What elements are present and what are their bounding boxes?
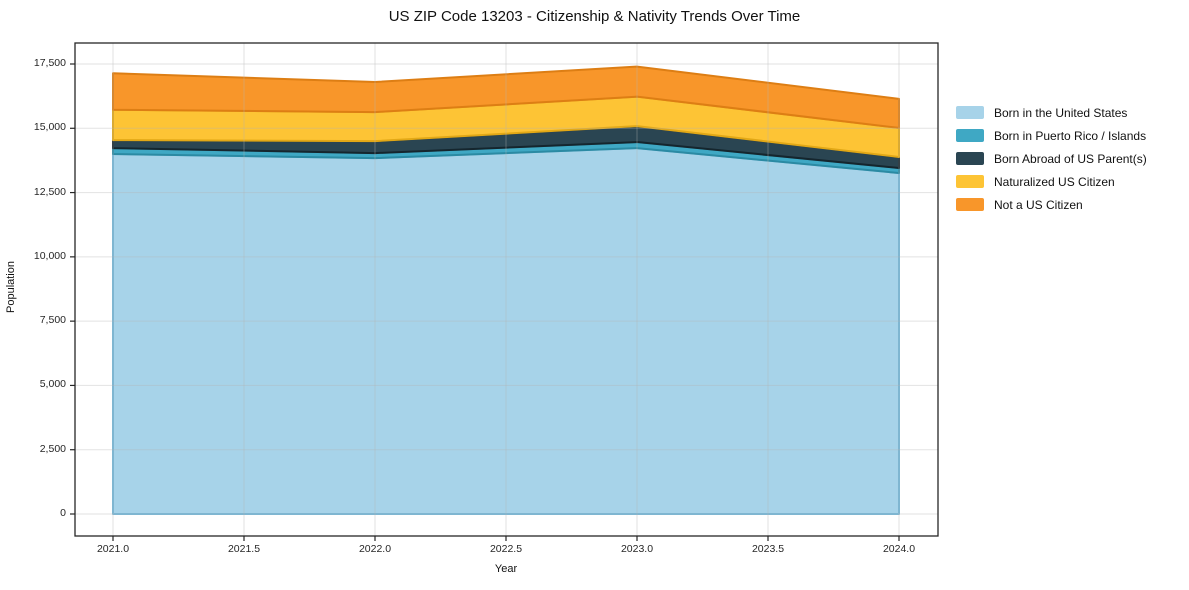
x-tick-label: 2023.0 <box>620 543 654 555</box>
x-tick-label: 2021.5 <box>227 543 261 555</box>
y-tick-label: 2,500 <box>39 442 66 455</box>
legend-label: Born Abroad of US Parent(s) <box>994 151 1147 166</box>
x-tick-label: 2021.0 <box>96 543 130 555</box>
x-axis-label: Year <box>494 563 518 575</box>
legend-label: Born in Puerto Rico / Islands <box>994 128 1147 143</box>
y-tick-label: 12,500 <box>33 185 66 198</box>
legend-swatch-icon <box>956 129 984 142</box>
legend-swatch-icon <box>956 106 984 119</box>
y-tick-label: 10,000 <box>33 249 66 262</box>
legend-swatch-icon <box>956 152 984 165</box>
legend-label: Not a US Citizen <box>994 197 1083 212</box>
chart-title: US ZIP Code 13203 - Citizenship & Nativi… <box>388 8 801 25</box>
legend-item: Naturalized US Citizen <box>956 170 1147 193</box>
legend-item: Born in the United States <box>956 101 1147 124</box>
x-tick-label: 2022.5 <box>489 543 523 555</box>
legend-swatch-icon <box>956 198 984 211</box>
legend-label: Naturalized US Citizen <box>994 174 1115 189</box>
y-tick-label: 7,500 <box>39 314 66 327</box>
legend-item: Born Abroad of US Parent(s) <box>956 147 1147 170</box>
legend-label: Born in the United States <box>994 105 1128 120</box>
y-tick-label: 5,000 <box>39 378 66 391</box>
y-tick-label: 0 <box>60 507 66 519</box>
x-tick-label: 2022.0 <box>358 543 392 555</box>
legend: Born in the United States Born in Puerto… <box>956 101 1147 216</box>
legend-item: Not a US Citizen <box>956 193 1147 216</box>
legend-swatch-icon <box>956 175 984 188</box>
x-tick-label: 2023.5 <box>751 543 785 555</box>
x-tick-label: 2024.0 <box>882 543 916 555</box>
legend-item: Born in Puerto Rico / Islands <box>956 124 1147 147</box>
y-tick-label: 17,500 <box>33 57 66 69</box>
y-tick-label: 15,000 <box>33 121 66 134</box>
